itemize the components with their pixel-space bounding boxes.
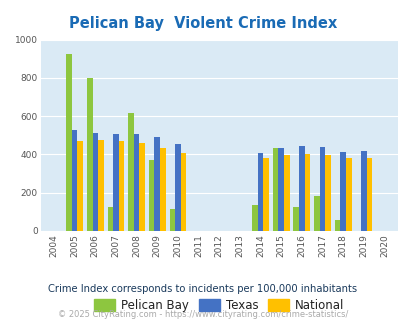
Bar [360, 150, 366, 231]
Bar [334, 219, 339, 231]
Bar [87, 78, 92, 231]
Bar [304, 154, 309, 231]
Text: Crime Index corresponds to incidents per 100,000 inhabitants: Crime Index corresponds to incidents per… [48, 284, 357, 294]
Bar [252, 205, 257, 231]
Bar [272, 148, 278, 231]
Bar [139, 143, 145, 231]
Bar [113, 134, 119, 231]
Bar [263, 158, 268, 231]
Bar [92, 133, 98, 231]
Bar [77, 141, 83, 231]
Bar [66, 54, 72, 231]
Bar [366, 158, 371, 231]
Bar [180, 153, 186, 231]
Bar [154, 137, 160, 231]
Legend: Pelican Bay, Texas, National: Pelican Bay, Texas, National [89, 294, 348, 317]
Bar [119, 141, 124, 231]
Bar [107, 207, 113, 231]
Bar [72, 130, 77, 231]
Bar [298, 147, 304, 231]
Text: © 2025 CityRating.com - https://www.cityrating.com/crime-statistics/: © 2025 CityRating.com - https://www.city… [58, 310, 347, 319]
Bar [339, 151, 345, 231]
Bar [345, 158, 351, 231]
Bar [319, 147, 324, 231]
Bar [293, 207, 298, 231]
Bar [278, 148, 283, 231]
Bar [149, 160, 154, 231]
Bar [98, 140, 103, 231]
Bar [313, 196, 319, 231]
Bar [169, 209, 175, 231]
Bar [324, 155, 330, 231]
Bar [283, 155, 289, 231]
Bar [128, 113, 134, 231]
Bar [134, 134, 139, 231]
Bar [175, 144, 180, 231]
Bar [160, 148, 165, 231]
Bar [257, 153, 263, 231]
Text: Pelican Bay  Violent Crime Index: Pelican Bay Violent Crime Index [69, 16, 336, 31]
